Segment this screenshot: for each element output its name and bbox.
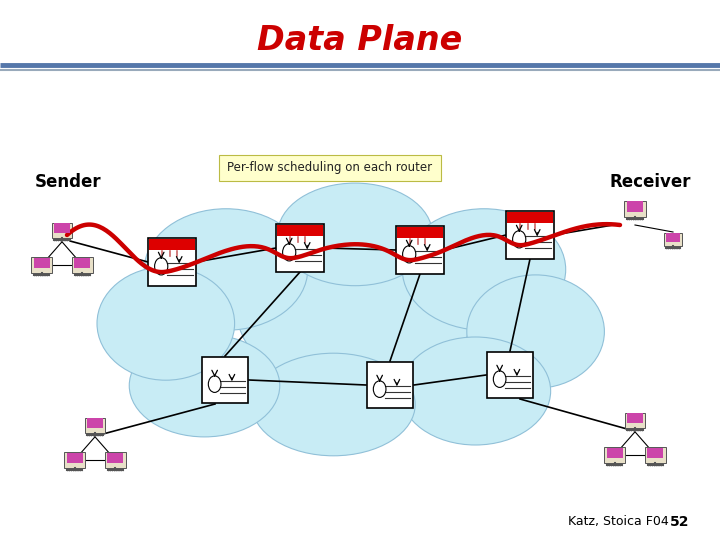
Ellipse shape [467, 275, 604, 388]
Ellipse shape [493, 371, 506, 387]
FancyBboxPatch shape [487, 352, 533, 398]
Ellipse shape [278, 183, 433, 286]
FancyBboxPatch shape [66, 453, 83, 463]
Text: Sender: Sender [35, 173, 102, 191]
FancyBboxPatch shape [625, 413, 645, 428]
FancyBboxPatch shape [507, 212, 553, 222]
FancyBboxPatch shape [276, 224, 324, 272]
FancyBboxPatch shape [74, 258, 91, 268]
Ellipse shape [374, 381, 386, 397]
FancyBboxPatch shape [148, 238, 196, 286]
FancyBboxPatch shape [149, 249, 195, 256]
FancyBboxPatch shape [367, 362, 413, 408]
Ellipse shape [402, 209, 566, 330]
FancyBboxPatch shape [219, 155, 441, 181]
FancyBboxPatch shape [64, 453, 85, 468]
FancyBboxPatch shape [626, 201, 644, 212]
Text: Receiver: Receiver [609, 173, 690, 191]
FancyBboxPatch shape [624, 201, 646, 217]
Ellipse shape [513, 231, 526, 248]
FancyBboxPatch shape [149, 239, 195, 249]
Ellipse shape [155, 258, 168, 275]
FancyBboxPatch shape [277, 225, 323, 235]
Ellipse shape [402, 246, 416, 263]
Ellipse shape [252, 353, 415, 456]
FancyBboxPatch shape [202, 357, 248, 403]
FancyBboxPatch shape [396, 226, 444, 274]
FancyBboxPatch shape [664, 233, 682, 246]
FancyBboxPatch shape [604, 447, 625, 463]
FancyBboxPatch shape [54, 224, 70, 233]
FancyBboxPatch shape [507, 222, 553, 230]
FancyBboxPatch shape [645, 447, 666, 463]
FancyBboxPatch shape [506, 211, 554, 259]
Ellipse shape [400, 337, 551, 445]
Ellipse shape [208, 376, 221, 393]
FancyBboxPatch shape [666, 233, 680, 242]
FancyBboxPatch shape [85, 417, 105, 433]
FancyBboxPatch shape [107, 453, 124, 463]
FancyBboxPatch shape [277, 235, 323, 243]
Text: Katz, Stoica F04: Katz, Stoica F04 [568, 516, 669, 529]
Ellipse shape [144, 209, 307, 330]
Text: Data Plane: Data Plane [257, 24, 463, 57]
FancyBboxPatch shape [647, 448, 664, 458]
FancyBboxPatch shape [87, 418, 103, 428]
Ellipse shape [97, 267, 235, 380]
FancyBboxPatch shape [52, 222, 73, 238]
FancyBboxPatch shape [627, 413, 643, 423]
Text: 52: 52 [670, 515, 690, 529]
FancyBboxPatch shape [105, 453, 126, 468]
FancyBboxPatch shape [31, 258, 52, 273]
Ellipse shape [282, 244, 296, 261]
FancyBboxPatch shape [72, 258, 93, 273]
FancyBboxPatch shape [397, 238, 443, 245]
FancyBboxPatch shape [397, 227, 443, 238]
Ellipse shape [130, 334, 280, 437]
Ellipse shape [237, 226, 473, 394]
FancyBboxPatch shape [34, 258, 50, 268]
Text: Per-flow scheduling on each router: Per-flow scheduling on each router [228, 161, 433, 174]
FancyBboxPatch shape [606, 448, 623, 458]
